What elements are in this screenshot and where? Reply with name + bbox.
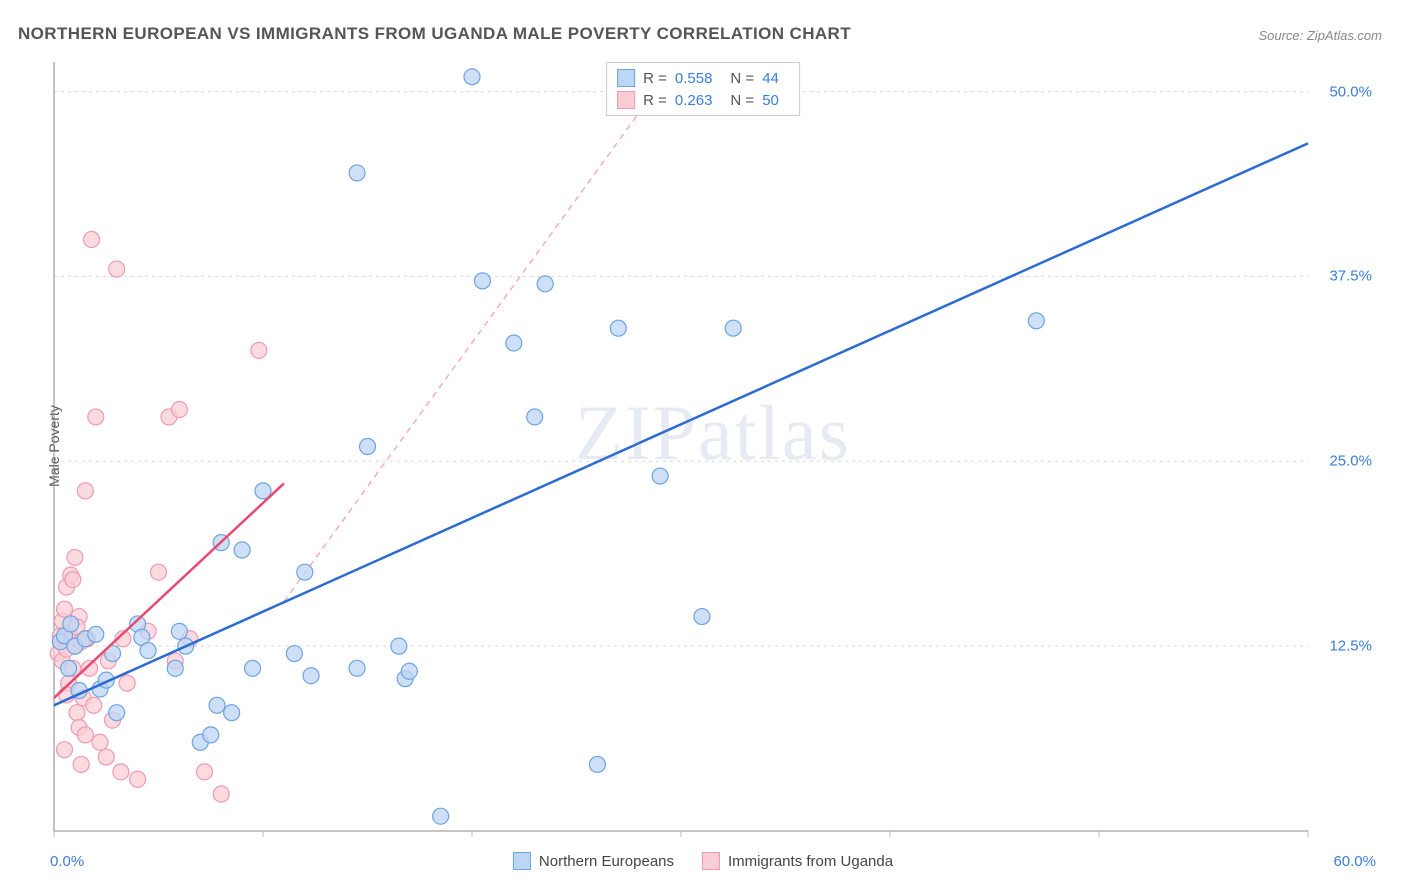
x-axis-min-label: 0.0% bbox=[50, 853, 84, 870]
y-tick-label: 37.5% bbox=[1329, 268, 1372, 285]
x-axis-max-label: 60.0% bbox=[1333, 853, 1376, 870]
series-legend: Northern Europeans Immigrants from Ugand… bbox=[513, 852, 893, 870]
legend-swatch-series-0 bbox=[617, 69, 635, 87]
y-tick-label: 25.0% bbox=[1329, 453, 1372, 470]
legend-swatch-series-0-b bbox=[513, 852, 531, 870]
n-value-series-1: 50 bbox=[762, 92, 779, 109]
legend-item-series-1: Immigrants from Uganda bbox=[702, 852, 893, 870]
n-label: N = bbox=[730, 70, 754, 87]
legend-row-series-0: R = 0.558 N = 44 bbox=[617, 67, 789, 89]
legend-row-series-1: R = 0.263 N = 50 bbox=[617, 89, 789, 111]
legend-swatch-series-1-b bbox=[702, 852, 720, 870]
n-label: N = bbox=[730, 92, 754, 109]
source-value: ZipAtlas.com bbox=[1307, 28, 1382, 43]
legend-label-series-1: Immigrants from Uganda bbox=[728, 853, 893, 870]
source-label: Source: bbox=[1258, 28, 1306, 43]
chart-container: NORTHERN EUROPEAN VS IMMIGRANTS FROM UGA… bbox=[0, 0, 1406, 892]
source-attribution: Source: ZipAtlas.com bbox=[1258, 28, 1382, 43]
n-value-series-0: 44 bbox=[762, 70, 779, 87]
legend-label-series-0: Northern Europeans bbox=[539, 853, 674, 870]
chart-title: NORTHERN EUROPEAN VS IMMIGRANTS FROM UGA… bbox=[18, 24, 851, 44]
r-label: R = bbox=[643, 70, 667, 87]
r-value-series-1: 0.263 bbox=[675, 92, 713, 109]
legend-item-series-0: Northern Europeans bbox=[513, 852, 674, 870]
correlation-legend: R = 0.558 N = 44 R = 0.263 N = 50 bbox=[606, 62, 800, 116]
legend-swatch-series-1 bbox=[617, 91, 635, 109]
plot-area: ZIPatlas 12.5%25.0%37.5%50.0% bbox=[48, 60, 1378, 837]
y-tick-label: 12.5% bbox=[1329, 638, 1372, 655]
r-label: R = bbox=[643, 92, 667, 109]
r-value-series-0: 0.558 bbox=[675, 70, 713, 87]
scatter-plot-svg bbox=[48, 60, 1378, 837]
y-tick-label: 50.0% bbox=[1329, 83, 1372, 100]
